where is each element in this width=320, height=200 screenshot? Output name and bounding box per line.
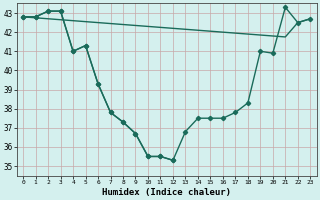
X-axis label: Humidex (Indice chaleur): Humidex (Indice chaleur) xyxy=(102,188,231,197)
